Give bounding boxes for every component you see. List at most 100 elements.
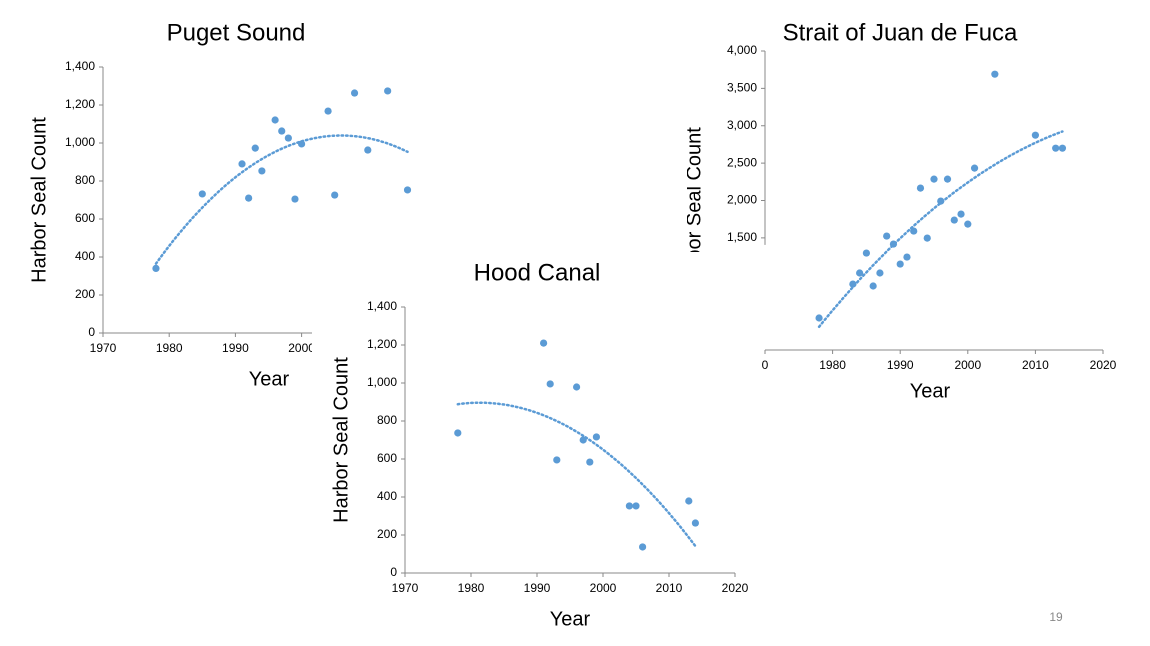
point [639,543,647,551]
point [937,197,945,205]
x-axis-label: Year [550,608,591,630]
point [889,240,898,248]
point [964,220,972,228]
y-axis-label: Harbor Seal Count [683,127,705,293]
y-axis-label: Harbor Seal Count [28,117,50,283]
y-tick-label: 200 [75,287,95,301]
point [849,280,857,288]
point [364,146,372,154]
x-tick-label: 2020 [722,581,749,595]
y-tick-label: 0 [88,325,95,339]
point [957,210,965,218]
y-tick-label: 1,000 [65,135,95,149]
x-tick-label: 2000 [954,358,981,372]
x-tick-label: 1970 [392,581,419,595]
x-tick-label: 2000 [288,341,315,355]
y-tick-label: 1,400 [65,59,95,73]
point [271,116,279,124]
chart-title: Puget Sound [167,19,306,46]
y-tick-label: 1,200 [367,337,397,351]
point [625,502,634,510]
x-tick-label: 1980 [156,341,183,355]
x-tick-label: 1990 [887,358,914,372]
point [350,89,359,97]
point [291,195,299,203]
point [685,497,693,505]
point [454,429,462,437]
point [198,190,206,198]
point [923,234,931,242]
point [573,383,581,391]
y-tick-label: 400 [377,489,397,503]
point [324,107,332,115]
x-tick-label: 1980 [819,358,846,372]
y-tick-label: 600 [377,451,397,465]
y-tick-label: 400 [75,249,95,263]
point [284,134,292,142]
point [278,127,286,135]
point [592,433,601,441]
point [540,339,548,347]
point [970,164,979,172]
chart-title: Hood Canal [474,259,601,286]
point [691,519,700,527]
y-tick-label: 1,200 [65,97,95,111]
point [258,167,266,175]
point [152,264,160,272]
y-tick-label: 800 [377,413,397,427]
point [586,458,594,466]
point [546,380,554,388]
x-tick-label: 1990 [222,341,249,355]
page-number: 19 [1049,610,1063,624]
point [943,175,952,183]
y-tick-label: 0 [390,565,397,579]
x-tick-label: 1980 [458,581,485,595]
point [883,232,891,240]
point [238,160,246,168]
point [950,216,958,224]
chart-background [312,252,762,646]
y-tick-label: 1,500 [727,230,757,244]
y-tick-label: 3,500 [727,81,757,95]
y-tick-label: 3,000 [727,118,757,132]
point [869,282,877,290]
point [1031,131,1039,139]
trend-line [154,134,409,265]
point [903,253,911,261]
point [245,194,253,202]
x-tick-label: 0 [762,358,769,372]
point [856,269,864,277]
x-tick-label: 2010 [656,581,683,595]
y-tick-label: 800 [75,173,95,187]
point [403,186,412,194]
y-tick-label: 1,000 [367,375,397,389]
point [991,70,999,78]
point [1052,144,1060,152]
x-tick-label: 1970 [90,341,117,355]
chart-title: Strait of Juan de Fuca [783,19,1018,46]
x-tick-label: 1990 [524,581,551,595]
y-tick-label: 1,400 [367,299,397,313]
x-tick-label: 2020 [1090,358,1117,372]
y-tick-label: 600 [75,211,95,225]
point [876,269,884,277]
point [815,314,823,322]
point [384,87,392,95]
point [331,191,339,199]
y-axis-label: Harbor Seal Count [330,357,352,523]
point [632,502,640,510]
point [930,175,938,183]
point [862,249,871,257]
x-axis-label: Year [249,368,290,390]
trend-line [817,130,1064,329]
y-tick-label: 2,000 [727,193,757,207]
x-tick-label: 2010 [1022,358,1049,372]
point [579,436,587,444]
point [298,140,306,148]
point [553,456,561,464]
trend-line [456,401,697,548]
point [910,227,918,235]
point [251,144,259,152]
y-tick-label: 200 [377,527,397,541]
